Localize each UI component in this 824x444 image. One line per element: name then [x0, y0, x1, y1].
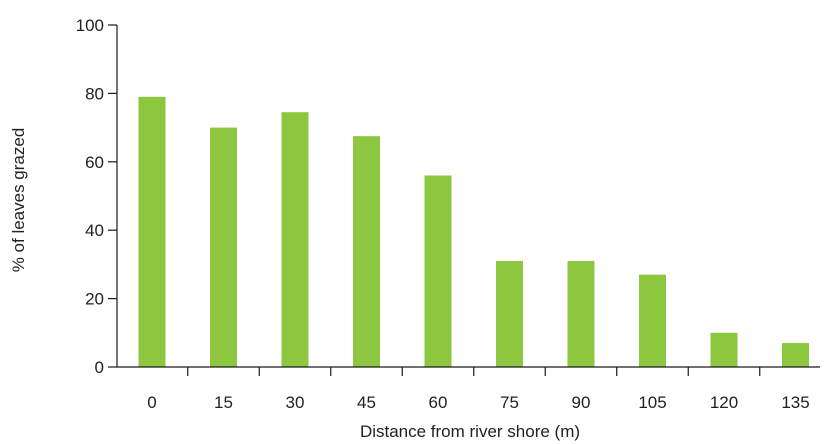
bar-45: [353, 136, 380, 367]
y-tick-label-80: 80: [85, 84, 104, 103]
y-axis-title: % of leaves grazed: [9, 128, 28, 273]
bar-90: [567, 260, 595, 367]
y-tick-label-0: 0: [95, 358, 104, 377]
x-axis-title: Distance from river shore (m): [360, 422, 580, 441]
y-tick-label-40: 40: [85, 221, 104, 240]
x-tick-label-105: 105: [638, 393, 666, 412]
bar-0: [138, 96, 166, 367]
x-tick-label-90: 90: [572, 393, 591, 412]
x-tick-label-15: 15: [214, 393, 233, 412]
bar-135: [782, 343, 809, 367]
x-axis-ticks: 0 15 30 45 60 75 90 105 120 135: [147, 367, 810, 412]
y-tick-label-20: 20: [85, 290, 104, 309]
bars-group: [138, 96, 809, 368]
y-axis-ticks: 0 20 40 60 80 100: [76, 16, 117, 377]
bar-30: [281, 112, 309, 368]
x-tick-label-120: 120: [710, 393, 738, 412]
bar-75: [496, 260, 523, 367]
x-tick-label-60: 60: [429, 393, 448, 412]
x-tick-label-30: 30: [286, 393, 305, 412]
bar-15: [210, 127, 237, 367]
x-tick-label-45: 45: [357, 393, 376, 412]
x-tick-label-0: 0: [147, 393, 156, 412]
x-tick-label-75: 75: [500, 393, 519, 412]
y-tick-label-60: 60: [85, 153, 104, 172]
x-tick-label-135: 135: [781, 393, 809, 412]
bar-120: [710, 332, 738, 367]
y-tick-label-100: 100: [76, 16, 104, 35]
bar-60: [424, 175, 452, 367]
bar-105: [639, 274, 666, 367]
